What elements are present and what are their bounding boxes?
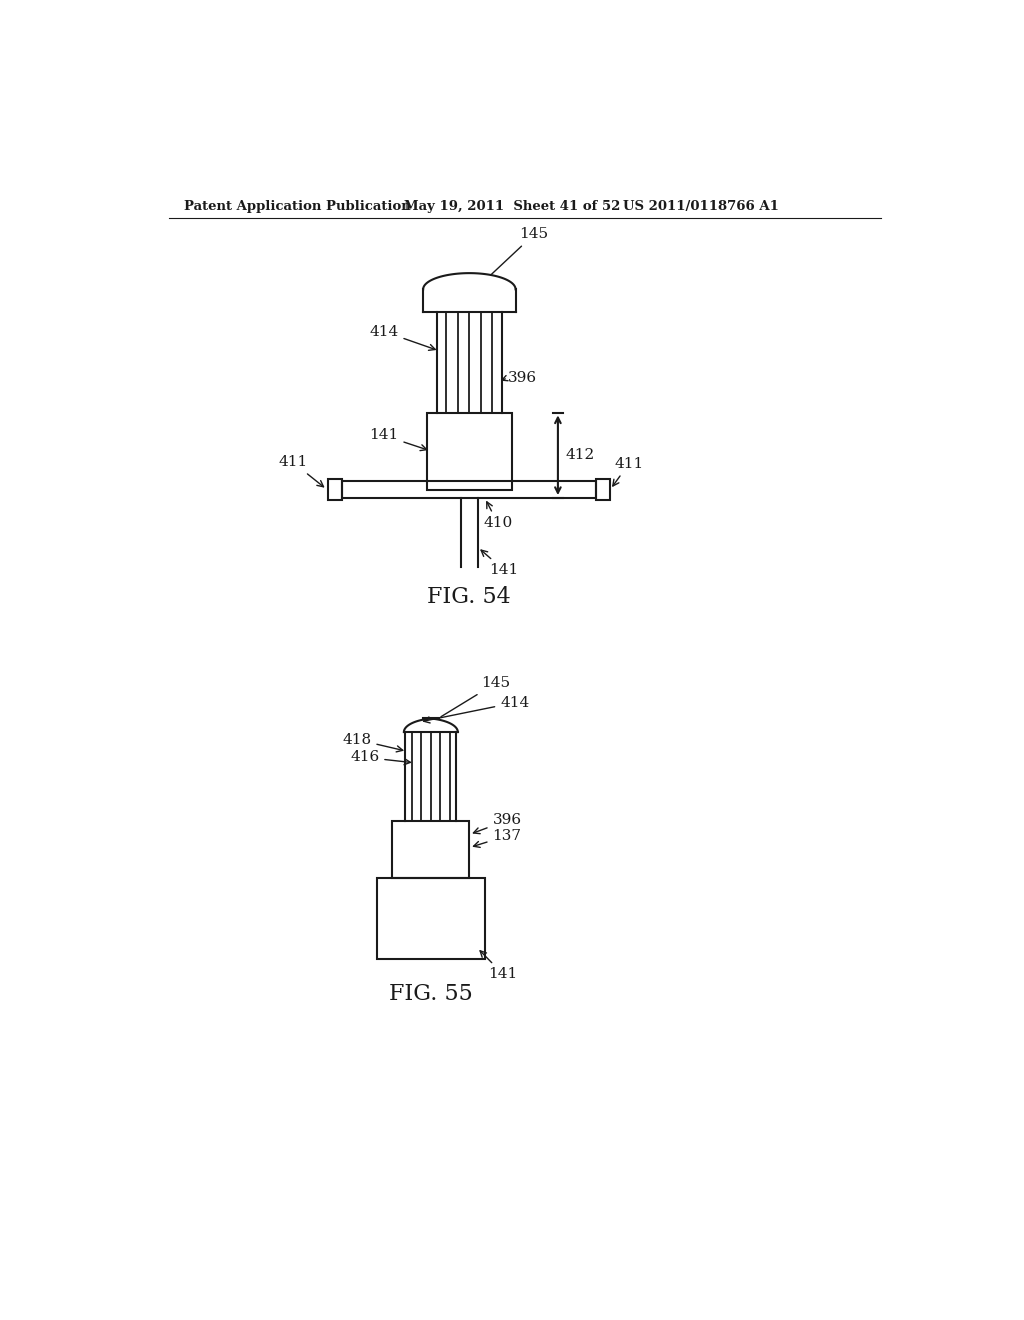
- Text: May 19, 2011  Sheet 41 of 52: May 19, 2011 Sheet 41 of 52: [403, 199, 621, 213]
- Text: 141: 141: [480, 950, 518, 982]
- Text: FIG. 54: FIG. 54: [427, 586, 511, 609]
- Text: 411: 411: [612, 457, 643, 486]
- Bar: [377, 878, 484, 960]
- Text: 411: 411: [279, 455, 324, 487]
- Text: 412: 412: [565, 449, 595, 462]
- Bar: [392, 821, 469, 878]
- Text: 145: 145: [490, 227, 549, 275]
- Text: 418: 418: [342, 733, 402, 752]
- Text: 145: 145: [441, 676, 510, 717]
- Text: US 2011/0118766 A1: US 2011/0118766 A1: [624, 199, 779, 213]
- Text: 141: 141: [370, 429, 427, 450]
- Text: 410: 410: [483, 502, 512, 531]
- Text: 414: 414: [370, 325, 435, 350]
- Bar: [596, 479, 610, 499]
- Text: Patent Application Publication: Patent Application Publication: [184, 199, 412, 213]
- Bar: [342, 480, 596, 498]
- Text: FIG. 55: FIG. 55: [389, 983, 473, 1005]
- Bar: [329, 479, 342, 499]
- Text: 414: 414: [424, 696, 529, 723]
- Text: 416: 416: [350, 750, 411, 764]
- Text: 396: 396: [508, 371, 537, 385]
- Text: 137: 137: [473, 829, 521, 847]
- Text: 141: 141: [481, 550, 518, 577]
- Text: 396: 396: [473, 813, 521, 834]
- Bar: [427, 412, 512, 490]
